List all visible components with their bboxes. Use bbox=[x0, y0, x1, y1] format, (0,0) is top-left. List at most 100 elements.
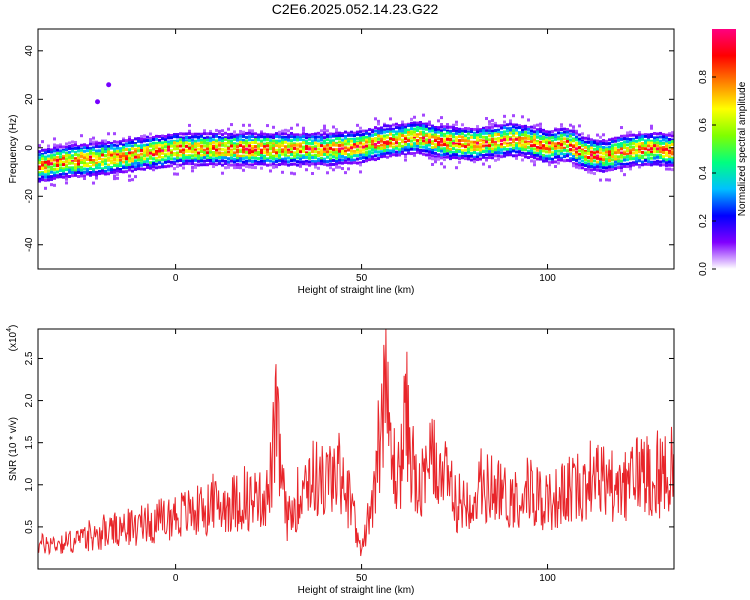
heatmap-cell bbox=[671, 131, 674, 135]
heatmap-cell bbox=[185, 149, 188, 153]
heatmap-cell bbox=[671, 150, 674, 154]
heatmap-cell bbox=[230, 150, 233, 154]
heatmap-cell bbox=[356, 137, 359, 141]
heatmap-cell bbox=[476, 141, 479, 145]
heatmap-cell bbox=[641, 150, 644, 154]
x-tick-label: 0 bbox=[173, 273, 179, 284]
heatmap-cell bbox=[95, 152, 98, 156]
heatmap-cell bbox=[320, 156, 323, 160]
heatmap-cell bbox=[95, 142, 98, 146]
heatmap-cell bbox=[554, 146, 557, 150]
heatmap-cell bbox=[641, 160, 644, 164]
heatmap-cell bbox=[623, 152, 626, 156]
heatmap-cell bbox=[482, 154, 485, 158]
heatmap-cell bbox=[578, 146, 581, 150]
heatmap-cell bbox=[83, 162, 86, 166]
heatmap-cell bbox=[269, 135, 272, 139]
heatmap-cell bbox=[272, 162, 275, 166]
heatmap-cell bbox=[497, 143, 500, 147]
heatmap-cell bbox=[218, 147, 221, 151]
heatmap-cell bbox=[266, 158, 269, 162]
heatmap-cell bbox=[65, 177, 68, 181]
heatmap-cell bbox=[593, 153, 596, 157]
heatmap-cell bbox=[269, 169, 272, 173]
heatmap-cell bbox=[353, 143, 356, 147]
heatmap-cell bbox=[443, 165, 446, 169]
heatmap-cell bbox=[104, 157, 107, 161]
heatmap-cell bbox=[614, 160, 617, 164]
heatmap-cell bbox=[215, 151, 218, 155]
heatmap-cell bbox=[191, 150, 194, 154]
heatmap-cell bbox=[95, 158, 98, 162]
heatmap-cell bbox=[515, 154, 518, 158]
heatmap-cell bbox=[281, 152, 284, 156]
heatmap-cell bbox=[320, 162, 323, 166]
heatmap-cell bbox=[503, 130, 506, 134]
heatmap-cell bbox=[611, 168, 614, 172]
heatmap-cell bbox=[125, 166, 128, 170]
heatmap-cell bbox=[608, 148, 611, 152]
heatmap-cell bbox=[554, 155, 557, 159]
heatmap-cell bbox=[539, 124, 542, 128]
heatmap-cell bbox=[527, 134, 530, 138]
heatmap-cell bbox=[530, 135, 533, 139]
heatmap-cell bbox=[236, 138, 239, 142]
heatmap-cell bbox=[614, 151, 617, 155]
heatmap-cell bbox=[620, 162, 623, 166]
heatmap-cell bbox=[104, 150, 107, 154]
heatmap-cell bbox=[347, 153, 350, 157]
heatmap-cell bbox=[77, 153, 80, 157]
heatmap-cell bbox=[95, 145, 98, 149]
heatmap-cell bbox=[578, 166, 581, 170]
heatmap-cell bbox=[236, 136, 239, 140]
heatmap-cell bbox=[644, 133, 647, 137]
heatmap-cell bbox=[335, 137, 338, 141]
heatmap-cell bbox=[260, 143, 263, 147]
heatmap-cell bbox=[446, 129, 449, 133]
heatmap-cell bbox=[428, 120, 431, 124]
heatmap-cell bbox=[230, 153, 233, 157]
heatmap-cell bbox=[242, 160, 245, 164]
heatmap-cell bbox=[443, 152, 446, 156]
heatmap-cell bbox=[122, 154, 125, 158]
heatmap-cell bbox=[53, 146, 56, 150]
heatmap-cell bbox=[659, 146, 662, 150]
heatmap-cell bbox=[131, 159, 134, 163]
heatmap-cell bbox=[299, 133, 302, 137]
heatmap-cell bbox=[236, 159, 239, 163]
heatmap-cell bbox=[110, 146, 113, 150]
colorbar: 0.00.20.40.60.8 Normalized spectral ampl… bbox=[698, 29, 748, 276]
heatmap-cell bbox=[578, 161, 581, 165]
heatmap-cell bbox=[161, 137, 164, 141]
heatmap-cell bbox=[446, 123, 449, 127]
heatmap-cell bbox=[515, 150, 518, 154]
heatmap-cell bbox=[212, 138, 215, 142]
heatmap-cell bbox=[329, 132, 332, 136]
heatmap-cell bbox=[590, 138, 593, 142]
heatmap-cell bbox=[482, 126, 485, 130]
heatmap-cell bbox=[92, 170, 95, 174]
heatmap-cell bbox=[632, 155, 635, 159]
heatmap-cell bbox=[311, 150, 314, 154]
heatmap-cell bbox=[581, 148, 584, 152]
heatmap-cell bbox=[170, 153, 173, 157]
heatmap-cell bbox=[359, 156, 362, 160]
heatmap-cell bbox=[617, 148, 620, 152]
heatmap-cell bbox=[206, 144, 209, 148]
heatmap-cell bbox=[608, 142, 611, 146]
heatmap-cell bbox=[245, 156, 248, 160]
heatmap-cell bbox=[566, 128, 569, 132]
heatmap-cell bbox=[179, 163, 182, 167]
heatmap-cell bbox=[572, 145, 575, 149]
heatmap-cell bbox=[461, 129, 464, 133]
heatmap-cell bbox=[563, 133, 566, 137]
heatmap-cell bbox=[347, 146, 350, 150]
heatmap-cell bbox=[521, 151, 524, 155]
heatmap-cell bbox=[56, 151, 59, 155]
heatmap-cell bbox=[317, 154, 320, 158]
heatmap-cell bbox=[332, 168, 335, 172]
heatmap-cell bbox=[98, 145, 101, 149]
heatmap-cell bbox=[422, 142, 425, 146]
heatmap-cell bbox=[572, 157, 575, 161]
heatmap-cell bbox=[398, 141, 401, 145]
